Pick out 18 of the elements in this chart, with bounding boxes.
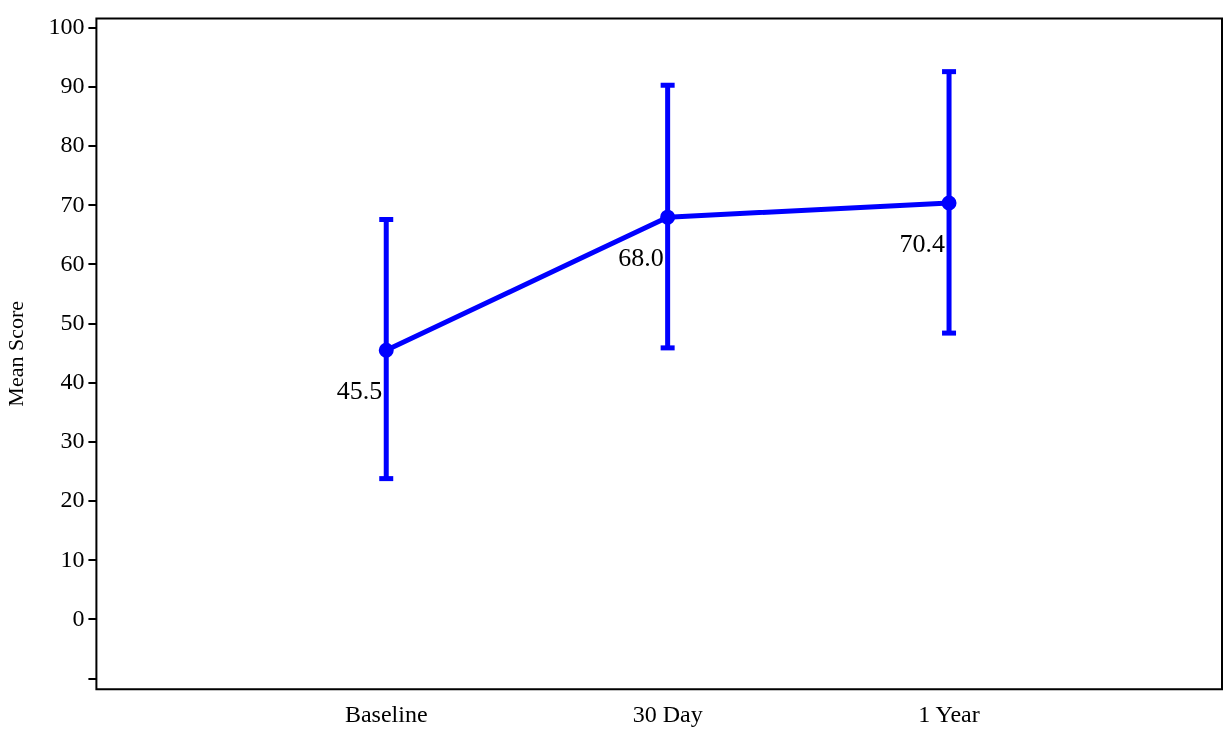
y-tick-label: 80 <box>60 131 85 158</box>
y-axis-title: Mean Score <box>2 300 28 407</box>
x-tick-label: 1 Year <box>918 700 980 727</box>
data-label: 70.4 <box>899 228 946 258</box>
y-tick-label: 20 <box>60 486 85 513</box>
x-tick-label: 30 Day <box>632 700 703 727</box>
x-tick-label: Baseline <box>344 700 428 727</box>
y-tick-label: 90 <box>60 72 85 99</box>
y-tick-label: 70 <box>60 190 85 217</box>
y-tick-label: 50 <box>60 308 85 335</box>
y-tick-label: 60 <box>60 249 85 276</box>
y-tick-label: 10 <box>60 545 85 572</box>
data-label: 45.5 <box>336 376 383 406</box>
y-tick-label: 100 <box>48 13 85 40</box>
y-tick-label: 30 <box>60 427 85 454</box>
y-tick-label: 0 <box>72 604 85 631</box>
data-label: 68.0 <box>618 242 664 272</box>
y-tick-label: 40 <box>60 368 85 395</box>
